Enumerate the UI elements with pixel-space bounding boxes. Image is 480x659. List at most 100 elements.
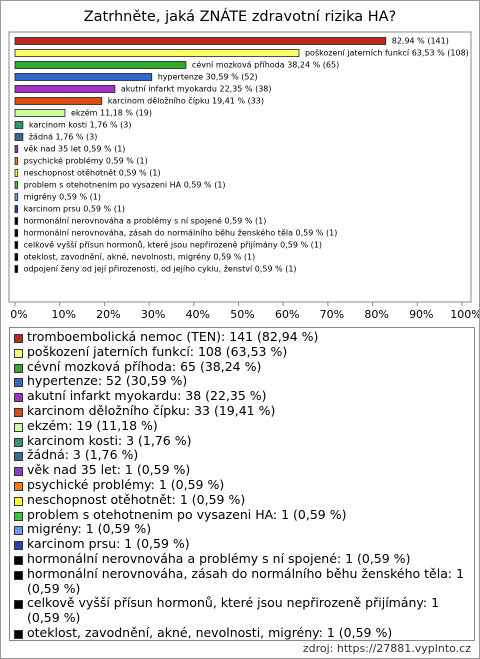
bar: [14, 145, 19, 153]
legend-entry: neschopnost otěhotnět: 1 (0,59 %): [14, 491, 470, 508]
value-label: hypertenze 30,59 % (52): [158, 73, 258, 82]
value-label: věk nad 35 let 0,59 % (1): [24, 145, 126, 154]
bar: [14, 121, 24, 129]
legend-entry: celkově vyšší přísun hormonů, které jsou…: [14, 596, 470, 626]
x-tick-label: 10%: [51, 308, 75, 321]
value-label: oteklost, zavodnění, akné, nevolnosti, m…: [24, 252, 256, 262]
legend-swatch: [14, 393, 23, 403]
legend-swatch: [14, 334, 23, 343]
legend-label: karcinom prsu: 1 (0,59 %): [27, 536, 190, 552]
legend-label: celkově vyšší přísun hormonů, které jsou…: [27, 595, 440, 626]
legend-swatch: [14, 600, 23, 610]
legend-swatch: [14, 437, 23, 447]
value-label: hormonální nerovnováha, zásah do normáln…: [24, 228, 338, 238]
plot-frame: [8, 31, 472, 303]
legend-label: oteklost, zavodnění, akné, nevolnosti, m…: [27, 624, 393, 640]
value-label: migrény 0,59 % (1): [24, 192, 101, 202]
legend-swatch: [14, 555, 23, 565]
legend-swatch: [14, 511, 23, 521]
legend-entry: migrény: 1 (0,59 %): [14, 522, 470, 537]
bar: [14, 193, 19, 201]
x-tick-label: 90%: [409, 308, 433, 321]
x-tick-label: 80%: [364, 308, 388, 321]
x-tick-label: 50%: [230, 308, 254, 321]
bar: [14, 133, 24, 141]
legend-label: ekzém: 19 (11,18 %): [27, 417, 158, 433]
bar: [14, 217, 19, 225]
legend-label: hormonální nerovnováha, zásah do normáln…: [27, 565, 465, 596]
x-tick-label: 0%: [10, 308, 27, 321]
legend-entry: hormonální nerovnováha, zásah do normáln…: [14, 565, 470, 597]
legend-label: neschopnost otěhotnět: 1 (0,59 %): [27, 491, 246, 507]
value-label: neschopnost otěhotnět 0,59 % (1): [24, 169, 161, 178]
x-tick-label: 20%: [96, 308, 120, 321]
legend-swatch: [14, 526, 23, 536]
bar: [14, 49, 300, 57]
legend-swatch: [14, 629, 23, 639]
bar: [14, 97, 103, 105]
value-label: akutní infarkt myokardu 22,35 % (38): [121, 85, 272, 94]
legend-swatch: [14, 407, 23, 417]
legend-entry: žádná: 3 (1,76 %): [14, 448, 470, 463]
legend-entry: věk nad 35 let: 1 (0,59 %): [14, 462, 470, 478]
legend-entry: oteklost, zavodnění, akné, nevolnosti, m…: [14, 624, 470, 640]
value-label: 82,94 % (141): [392, 37, 449, 46]
x-tick-label: 30%: [141, 308, 165, 321]
bar: [14, 241, 19, 249]
legend-entry: poškození jaterních funkcí: 108 (63,53 %…: [14, 344, 470, 360]
value-label: celkově vyšší přísun hormonů, které jsou…: [24, 240, 322, 250]
legend-label: karcinom děložního čípku: 33 (19,41 %): [27, 402, 276, 418]
legend-swatch: [14, 481, 23, 491]
bar: [14, 181, 19, 189]
legend-swatch: [14, 541, 23, 551]
value-label: poškození jaterních funkcí 63,53 % (108): [305, 48, 469, 58]
legend-label: hormonální nerovnováha a problémy s ní s…: [27, 550, 411, 566]
bar: [14, 37, 387, 45]
legend-entry: karcinom kosti: 3 (1,76 %): [14, 432, 470, 449]
legend-swatch: [14, 496, 23, 506]
legend-entry: karcinom prsu: 1 (0,59 %): [14, 536, 470, 552]
value-label: psychické problémy 0,59 % (1): [24, 156, 148, 166]
legend-label: psychické problémy: 1 (0,59 %): [27, 476, 225, 492]
legend-entry: cévní mozková příhoda: 65 (38,24 %): [14, 359, 470, 375]
legend-label: karcinom kosti: 3 (1,76 %): [27, 432, 192, 448]
bar: [14, 109, 66, 117]
legend-label: problem s otehotnenim po vysazeni HA: 1 …: [27, 506, 347, 522]
legend-swatch: [14, 452, 23, 462]
bar: [14, 205, 19, 213]
bar: [14, 253, 19, 261]
legend-entry: tromboembolická nemoc (TEN): 141 (82,94 …: [14, 329, 470, 345]
value-label: odpojení ženy od její přirozenosti, od j…: [24, 265, 297, 274]
bar: [14, 85, 116, 93]
legend-swatch: [14, 348, 23, 358]
legend-entry: problem s otehotnenim po vysazeni HA: 1 …: [14, 506, 470, 523]
x-tick-label: 40%: [186, 308, 210, 321]
bar: [14, 169, 19, 177]
legend-label: tromboembolická nemoc (TEN): 141 (82,94 …: [27, 329, 319, 344]
legend-entry: hypertenze: 52 (30,59 %): [14, 374, 470, 389]
legend-swatch: [14, 467, 23, 477]
legend-label: migrény: 1 (0,59 %): [27, 521, 152, 537]
legend-swatch: [14, 422, 23, 432]
legend-label: hypertenze: 52 (30,59 %): [27, 373, 188, 389]
value-label: karcinom děložního čípku 19,41 % (33): [108, 96, 264, 106]
legend-entry: hormonální nerovnováha a problémy s ní s…: [14, 550, 470, 567]
bar: [14, 73, 153, 81]
x-tick-label: 100%: [450, 308, 479, 321]
value-label: cévní mozková příhoda 38,24 % (65): [192, 60, 339, 70]
legend-swatch: [14, 378, 23, 388]
source: zdroj: https://27881.vyplnto.cz: [302, 642, 471, 655]
bar: [14, 229, 19, 237]
legend-entry: ekzém: 19 (11,18 %): [14, 417, 470, 434]
chart: Zatrhněte, jaká ZNÁTE zdravotní rizika H…: [8, 8, 479, 321]
legend-label: věk nad 35 let: 1 (0,59 %): [27, 462, 191, 478]
value-label: karcinom prsu 0,59 % (1): [24, 205, 125, 214]
legend-entry: psychické problémy: 1 (0,59 %): [14, 476, 470, 493]
legend-swatch: [14, 570, 23, 580]
x-tick-label: 60%: [275, 308, 299, 321]
legend-entry: akutní infarkt myokardu: 38 (22,35 %): [14, 388, 470, 404]
value-label: problem s otehotnenim po vysazeni HA 0,5…: [24, 181, 226, 190]
bar: [14, 265, 19, 273]
legend-entry: karcinom děložního čípku: 33 (19,41 %): [14, 402, 470, 419]
